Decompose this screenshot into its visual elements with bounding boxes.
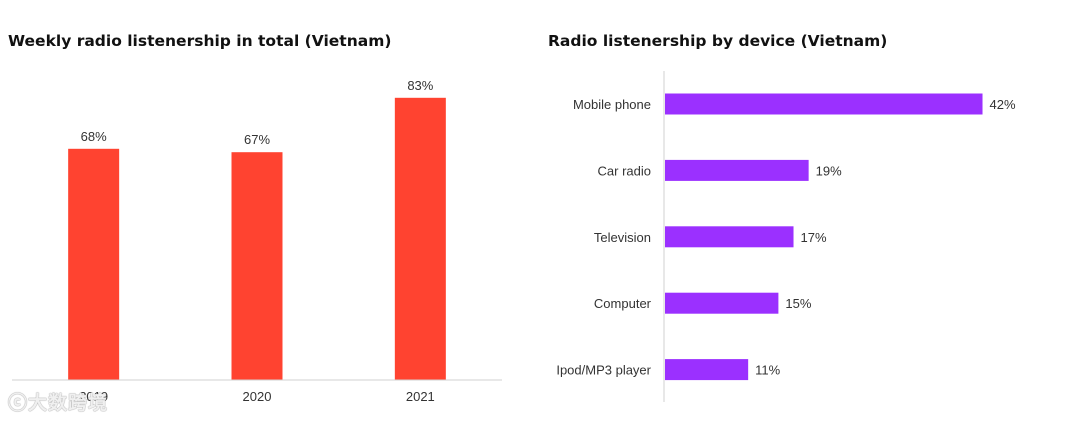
x-tick-2020: 2020 <box>243 389 272 404</box>
bar-television <box>665 226 794 248</box>
y-tick-car-radio: Car radio <box>598 163 651 178</box>
data-label-2019: 68% <box>81 129 107 144</box>
data-label-2020: 67% <box>244 132 270 147</box>
x-tick-2021: 2021 <box>406 389 435 404</box>
data-label-car-radio: 19% <box>816 163 842 178</box>
watermark-logo: ⓒ大数跨境 <box>8 388 108 415</box>
bar-2021 <box>394 97 446 381</box>
watermark-text: 大数跨境 <box>28 392 109 414</box>
bar-2019 <box>68 148 120 380</box>
bar-2020 <box>231 152 283 380</box>
x-tick-2019: 2019 <box>79 389 108 404</box>
y-tick-ipod-mp3-player: Ipod/MP3 player <box>556 363 651 378</box>
bar-computer <box>665 292 779 314</box>
bar-car-radio <box>665 159 809 181</box>
bar-mobile-phone <box>665 93 983 115</box>
watermark-icon: ⓒ <box>8 392 29 414</box>
data-label-ipod-mp3-player: 11% <box>755 363 780 378</box>
weekly-listenership-bar-chart: 68% 2019 67% 2020 83% 2021 <box>12 78 502 404</box>
y-tick-television: Television <box>594 230 651 245</box>
device-listenership-bar-chart: 42% Mobile phone 19% Car radio 17% Television… <box>556 71 1016 402</box>
chart-title-weekly-listenership: Weekly radio listenership in total (Viet… <box>8 32 392 50</box>
y-tick-computer: Computer <box>594 296 652 311</box>
chart-title-by-device: Radio listenership by device (Vietnam) <box>548 32 888 50</box>
data-label-2021: 83% <box>407 78 433 93</box>
bar-ipod-mp3-player <box>665 359 749 381</box>
y-tick-mobile-phone: Mobile phone <box>573 97 651 112</box>
data-label-computer: 15% <box>785 296 811 311</box>
data-label-television: 17% <box>801 230 827 245</box>
data-label-mobile-phone: 42% <box>990 97 1016 112</box>
